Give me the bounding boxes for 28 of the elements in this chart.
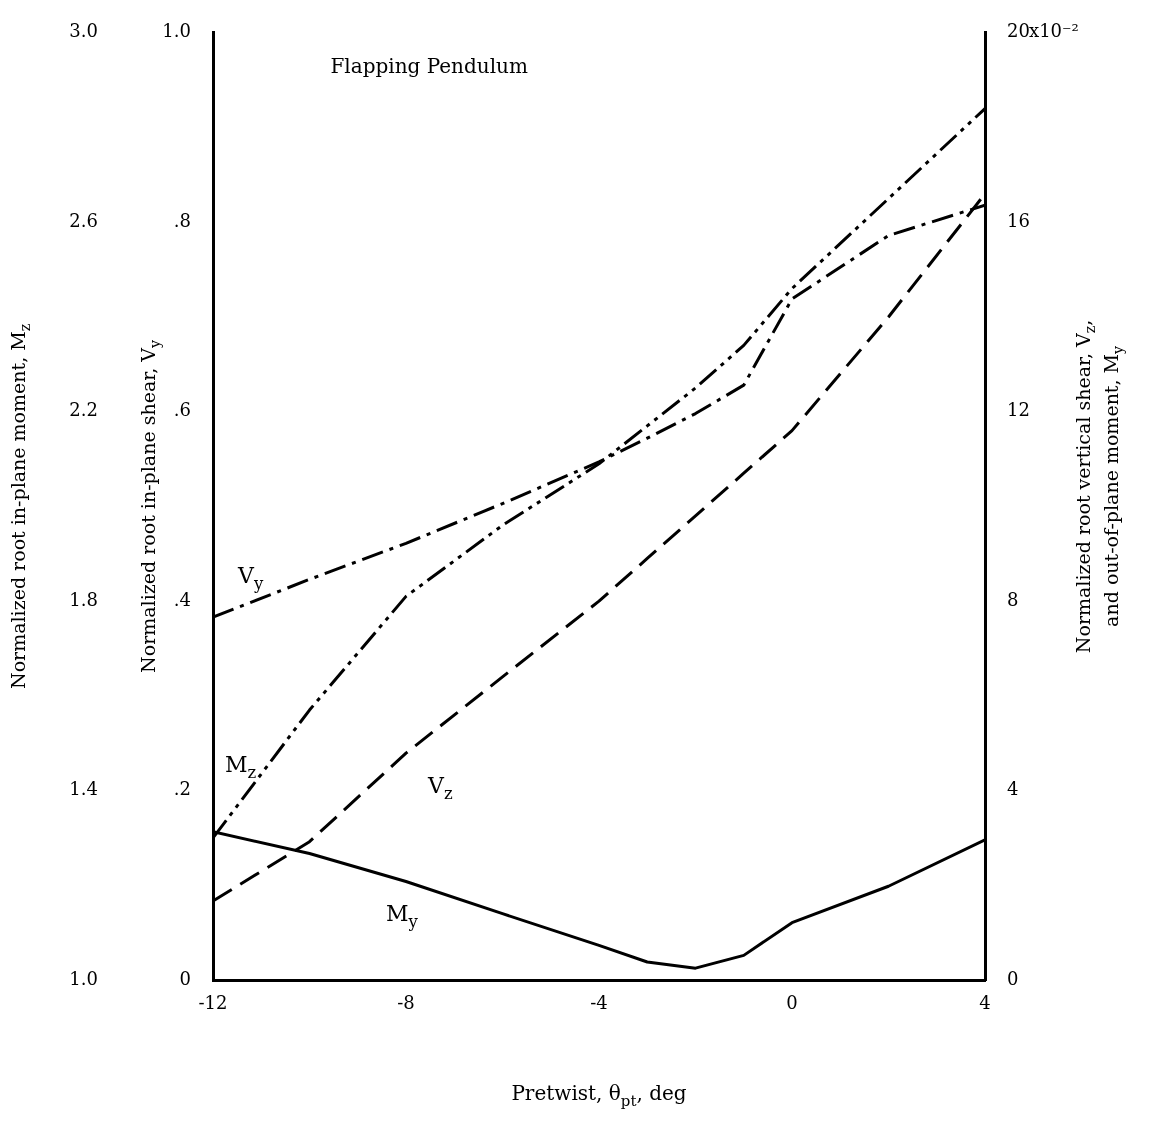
y3-tick-label: 1.8 [69, 588, 98, 610]
y-tick-label: .4 [173, 588, 191, 610]
y3-tick-label: 1.4 [69, 778, 98, 800]
y-tick-label: 0 [179, 967, 191, 989]
y2-tick-label: 16 [1007, 209, 1030, 231]
x-tick-label: 4 [979, 992, 991, 1014]
x-tick-label: -8 [397, 992, 415, 1014]
y3-tick-label: 2.6 [69, 209, 98, 231]
y-tick-label: .6 [173, 399, 191, 421]
x-tick-label: -12 [198, 992, 228, 1014]
y2-tick-label: 0 [1007, 967, 1019, 989]
y2-tick-label: 8 [1007, 588, 1019, 610]
y-axis-title: Normalized root in-plane shear, Vy [136, 338, 164, 673]
y3-tick-label: 1.0 [69, 967, 98, 989]
x-tick-label: -4 [590, 992, 608, 1014]
y3-tick-label: 2.2 [69, 399, 98, 421]
y2-tick-label: 12 [1007, 399, 1030, 421]
y3-tick-label: 3.0 [69, 20, 98, 42]
y3-axis-title: Normalized root in-plane moment, Mz [6, 323, 34, 689]
text: Normalized root vertical shear, Vz, and out-of-plane moment, My [1071, 319, 1127, 654]
y-tick-label: 1.0 [162, 20, 191, 42]
y2-tick-label: 4 [1007, 778, 1019, 800]
y-tick-label: .8 [173, 209, 191, 231]
text: x10⁻² [1029, 20, 1079, 42]
x-tick-label: 0 [786, 992, 798, 1014]
y-tick-label: .2 [173, 778, 191, 800]
y2-tick-label: 20 [1007, 20, 1030, 42]
text: Flapping Pendulum [330, 54, 528, 78]
